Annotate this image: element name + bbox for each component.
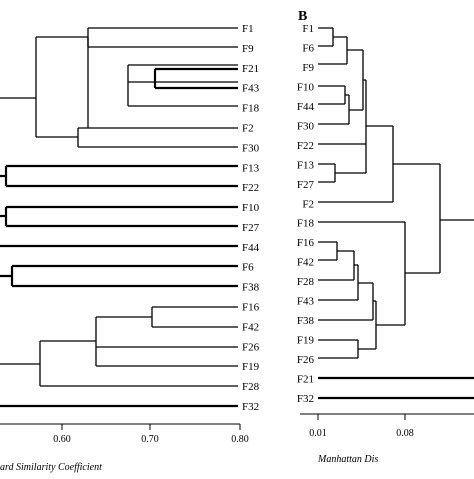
leaf-label: F43 [242, 83, 260, 95]
panel-a-tick-labels: 0.60 0.70 0.80 [53, 434, 249, 445]
panel-a-axis-title: ard Similarity Coefficient [0, 462, 102, 473]
leaf-label: F21 [242, 63, 259, 75]
leaf-label: F28 [242, 381, 260, 393]
leaf-label: F22 [297, 140, 314, 152]
leaf-label: F30 [242, 142, 260, 154]
leaf-label: F2 [242, 122, 254, 134]
leaf-label: F38 [297, 315, 315, 327]
leaf-label: F19 [242, 361, 260, 373]
panel-b-leaf-labels: F1 F6 F9 F10 F44 F30 F22 F13 F27 F2 F18 F16 F42 F28 F4… [297, 23, 315, 405]
leaf-label: F13 [297, 159, 315, 171]
leaf-label: F42 [242, 321, 259, 333]
leaf-label: F10 [297, 81, 315, 93]
leaf-label: F16 [242, 302, 260, 314]
leaf-label: F10 [242, 202, 260, 214]
tick-label: 0.60 [53, 434, 71, 445]
leaf-label: F13 [242, 162, 260, 174]
tick-label: 0.01 [309, 428, 327, 439]
leaf-label: F32 [242, 401, 259, 413]
leaf-label: F16 [297, 237, 315, 249]
panel-a-leaf-labels: F1 F9 F21 F43 F18 F2 F30 F13 F22 F10 F27 F44 F6 F38 F1… [242, 23, 260, 413]
leaf-label: F26 [297, 354, 315, 366]
leaf-label: F30 [297, 120, 315, 132]
panel-b-axis-title: Manhattan Dis [317, 454, 378, 465]
leaf-label: F6 [242, 262, 254, 274]
leaf-label: F19 [297, 335, 315, 347]
tick-label: 0.08 [396, 428, 414, 439]
leaf-label: F42 [297, 257, 314, 269]
panel-b-dendrogram [300, 27, 474, 420]
leaf-label: F44 [242, 242, 260, 254]
leaf-label: F6 [302, 42, 314, 54]
leaf-label: F18 [242, 103, 260, 115]
leaf-label: F1 [242, 23, 254, 35]
leaf-label: F32 [297, 393, 314, 405]
panel-a-dendrogram [0, 27, 241, 430]
leaf-label: F43 [297, 296, 315, 308]
panel-b-tick-labels: 0.01 0.08 [309, 428, 414, 439]
leaf-label: F9 [242, 43, 254, 55]
leaf-label: F28 [297, 276, 315, 288]
panel-b-label: B [298, 9, 307, 24]
leaf-label: F44 [297, 101, 315, 113]
leaf-label: F22 [242, 182, 259, 194]
tick-label: 0.70 [141, 434, 159, 445]
leaf-label: F2 [302, 198, 314, 210]
leaf-label: F27 [242, 222, 260, 234]
leaf-label: F21 [297, 374, 314, 386]
tick-label: 0.80 [231, 434, 249, 445]
leaf-label: F18 [297, 218, 315, 230]
leaf-label: F26 [242, 341, 260, 353]
leaf-label: F9 [302, 62, 314, 74]
leaf-label: F38 [242, 282, 260, 294]
leaf-label: F1 [302, 23, 314, 35]
leaf-label: F27 [297, 179, 315, 191]
